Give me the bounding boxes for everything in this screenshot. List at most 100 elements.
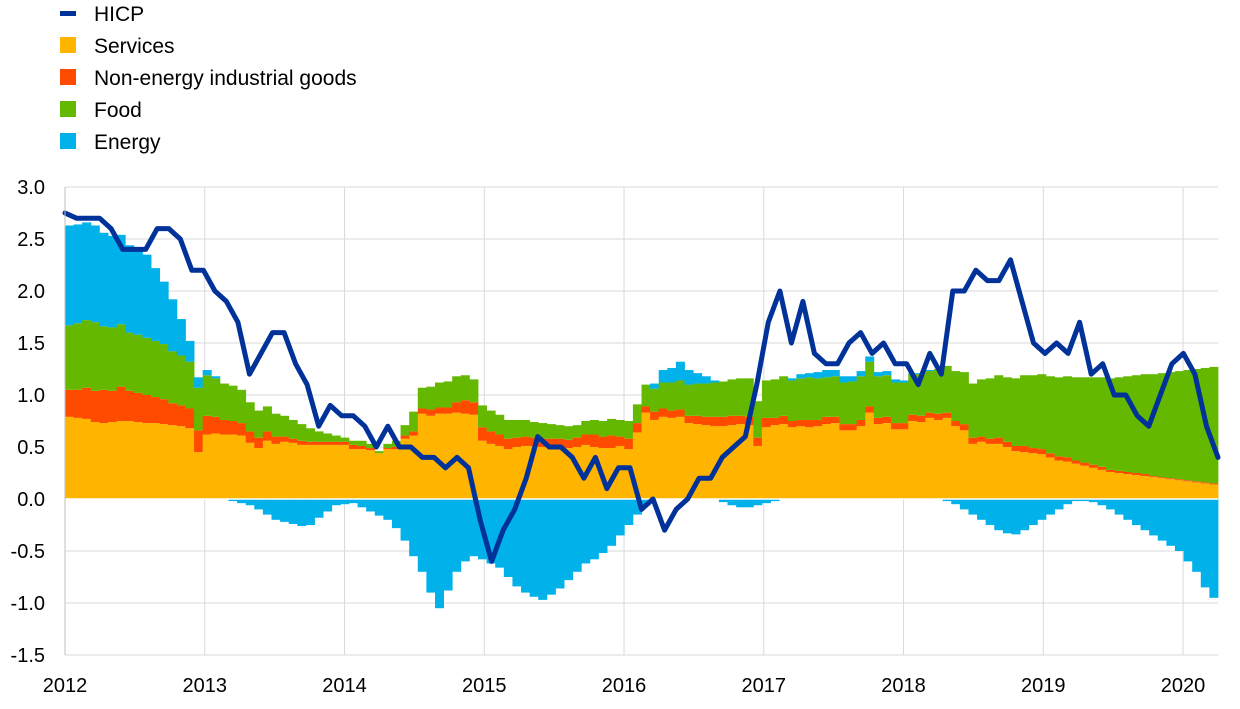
bar-segment bbox=[340, 499, 350, 505]
bar-segment bbox=[288, 442, 298, 499]
legend-swatch bbox=[60, 11, 76, 16]
hicp-line bbox=[62, 210, 1221, 564]
bar-segment bbox=[323, 499, 333, 512]
bar-segment bbox=[1011, 499, 1021, 535]
bar-segment bbox=[202, 415, 212, 435]
bar-segment bbox=[925, 412, 935, 418]
bar-segment bbox=[366, 450, 376, 499]
bar-segment bbox=[73, 389, 83, 418]
bar-segment bbox=[899, 382, 909, 424]
bar-segment bbox=[434, 413, 444, 499]
bar-segment bbox=[1045, 376, 1055, 454]
legend: HICP Services Non-energy industrial goods F… bbox=[60, 3, 357, 154]
bar-segment bbox=[564, 426, 574, 440]
bar-segment bbox=[108, 327, 118, 391]
bar-segment bbox=[589, 419, 599, 435]
bar-segment bbox=[1020, 445, 1030, 453]
bar-segment bbox=[1037, 454, 1047, 499]
bar-segment bbox=[736, 378, 746, 416]
bar-segment bbox=[1123, 474, 1133, 499]
bar-segment bbox=[99, 232, 109, 327]
bar-segment bbox=[142, 423, 152, 499]
bar-segment bbox=[675, 416, 685, 499]
bar-segment bbox=[228, 434, 238, 499]
bar-segment bbox=[650, 419, 660, 499]
y-tick-label: 1.0 bbox=[17, 385, 45, 407]
bar-segment bbox=[718, 416, 728, 427]
bar-segment bbox=[916, 422, 926, 499]
bar-segment bbox=[589, 499, 599, 560]
bar-segment bbox=[168, 403, 178, 426]
bar-segment bbox=[1088, 464, 1098, 468]
bar-segment bbox=[538, 423, 548, 439]
bar-segment bbox=[1028, 375, 1038, 449]
bar-segment bbox=[865, 361, 875, 407]
bar-segment bbox=[873, 424, 883, 499]
bar-segment bbox=[916, 374, 926, 416]
bar-segment bbox=[942, 499, 952, 502]
bar-segment bbox=[787, 380, 797, 421]
bar-segment bbox=[90, 422, 100, 499]
bar-segment bbox=[194, 430, 204, 453]
bar-segment bbox=[1157, 373, 1167, 478]
bar-segment bbox=[486, 410, 496, 432]
bar-segment bbox=[942, 365, 952, 413]
bar-segment bbox=[469, 499, 479, 557]
bar-segment bbox=[977, 441, 987, 499]
bar-segment bbox=[185, 408, 195, 429]
bar-segment bbox=[787, 378, 797, 381]
bar-segment bbox=[951, 499, 961, 505]
bar-segment bbox=[151, 340, 161, 398]
bar-segment bbox=[219, 383, 229, 420]
bar-segment bbox=[693, 415, 703, 425]
bar-segment bbox=[891, 379, 901, 383]
bar-segment bbox=[202, 434, 212, 499]
bar-segment bbox=[813, 426, 823, 499]
bar-segment bbox=[1088, 467, 1098, 499]
bar-segment bbox=[434, 407, 444, 414]
bar-segment bbox=[1011, 451, 1021, 499]
bar-segment bbox=[357, 445, 367, 450]
bar-segment bbox=[581, 499, 591, 564]
bar-segment bbox=[1028, 453, 1038, 499]
x-tick-label: 2016 bbox=[602, 675, 647, 697]
bar-segment bbox=[271, 443, 281, 499]
bar-segment bbox=[787, 427, 797, 499]
bar-segment bbox=[219, 419, 229, 435]
bar-segment bbox=[572, 425, 582, 438]
legend-label: Non-energy industrial goods bbox=[94, 67, 357, 90]
bar-segment bbox=[753, 445, 763, 499]
bar-segment bbox=[383, 448, 393, 450]
bar-segment bbox=[271, 499, 281, 520]
bar-segment bbox=[1071, 460, 1081, 464]
bar-segment bbox=[245, 442, 255, 499]
bar-segment bbox=[426, 499, 436, 593]
axes: 3.0 2.5 2.0 1.5 1.0 0.5 0.0 -0.5 -1.0 -1.5 2012 201… bbox=[11, 177, 1206, 697]
bar-segment bbox=[211, 416, 221, 434]
bar-segment bbox=[1149, 374, 1159, 477]
y-tick-label: -0.5 bbox=[11, 541, 45, 563]
bar-segment bbox=[314, 441, 324, 445]
bar-segment bbox=[1106, 499, 1116, 510]
bar-segment bbox=[529, 422, 539, 438]
bar-segment bbox=[452, 376, 462, 403]
bar-segment bbox=[822, 377, 832, 417]
bar-segment bbox=[598, 436, 608, 449]
bar-segment bbox=[882, 371, 892, 376]
bar-segment bbox=[280, 436, 290, 442]
bar-segment bbox=[1200, 482, 1210, 484]
bar-segment bbox=[391, 447, 401, 450]
bar-segment bbox=[133, 249, 143, 335]
bar-segment bbox=[434, 499, 444, 609]
bar-segment bbox=[830, 423, 840, 499]
bar-segment bbox=[1131, 473, 1141, 476]
bar-segment bbox=[125, 390, 135, 421]
bar-segment bbox=[1045, 499, 1055, 515]
bar-segment bbox=[211, 376, 221, 379]
bar-segment bbox=[512, 499, 522, 587]
bar-segment bbox=[340, 437, 350, 442]
bar-segment bbox=[237, 389, 247, 424]
bar-segment bbox=[503, 419, 513, 439]
bar-segment bbox=[1054, 460, 1064, 499]
x-tick-label: 2020 bbox=[1161, 675, 1206, 697]
